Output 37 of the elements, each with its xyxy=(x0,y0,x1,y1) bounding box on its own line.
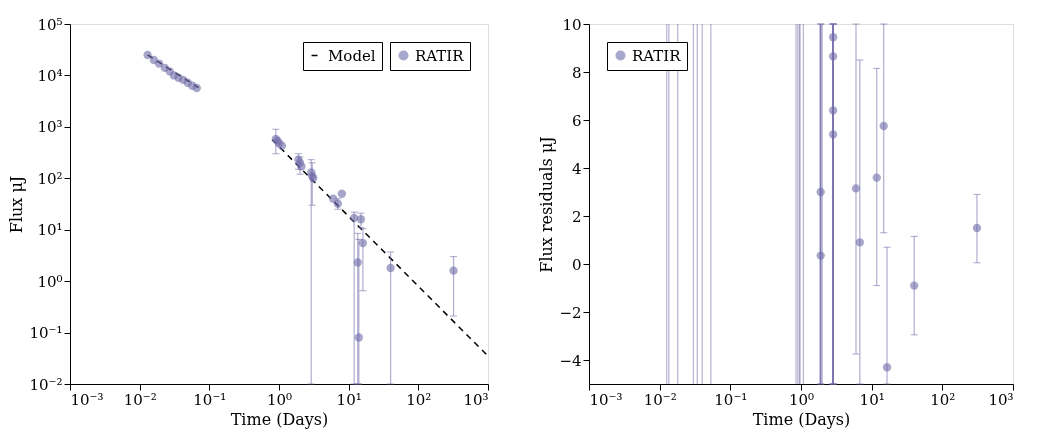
legend-label: RATIR xyxy=(415,46,465,65)
y-tick-label: 10² xyxy=(37,169,63,188)
legend-label: Model xyxy=(328,46,376,65)
y-tick-label: 8 xyxy=(571,63,582,82)
x-tick-label: 10² xyxy=(930,390,956,409)
x-tick-label: 10⁻² xyxy=(123,390,157,409)
x-tick-label: 10⁻² xyxy=(643,390,677,409)
x-tick-label: 10⁻¹ xyxy=(193,390,227,409)
x-tick-label: 10³ xyxy=(463,390,489,409)
y-tick-label: 6 xyxy=(571,111,582,130)
x-tick-label: 10² xyxy=(406,390,432,409)
x-tick-label: 10⁰ xyxy=(266,390,293,409)
x-tick-label: 10⁰ xyxy=(788,390,815,409)
y-tick-label: 4 xyxy=(571,159,582,178)
y-tick-label: 2 xyxy=(571,207,582,226)
x-tick-label: 10¹ xyxy=(336,390,362,409)
y-tick-label: 10⁻² xyxy=(29,375,63,394)
y-tick-label: 0 xyxy=(571,255,582,274)
y-tick-label: 10³ xyxy=(37,118,63,137)
x-axis-title: Time (Days) xyxy=(752,409,851,429)
y-tick-label: 10⁵ xyxy=(37,15,63,34)
y-tick-label: 10⁻¹ xyxy=(29,324,63,343)
legend-label: RATIR xyxy=(632,46,682,65)
y-tick-label: 10⁴ xyxy=(37,66,63,85)
y-axis-title: Flux μJ xyxy=(7,175,27,234)
x-tick-label: 10⁻¹ xyxy=(714,390,748,409)
y-tick-label: −2 xyxy=(559,303,582,322)
y-tick-label: 10⁰ xyxy=(37,272,63,291)
y-tick-label: −4 xyxy=(559,351,582,370)
x-tick-label: 10¹ xyxy=(859,390,885,409)
x-tick-label: 10⁻³ xyxy=(589,390,623,409)
y-tick-label: 10 xyxy=(562,15,582,34)
x-tick-label: 10⁻³ xyxy=(70,390,104,409)
x-tick-label: 10³ xyxy=(988,390,1014,409)
y-tick-label: 10¹ xyxy=(37,221,63,240)
x-axis-title: Time (Days) xyxy=(230,409,329,429)
y-axis-title: Flux residuals μJ xyxy=(537,136,557,273)
